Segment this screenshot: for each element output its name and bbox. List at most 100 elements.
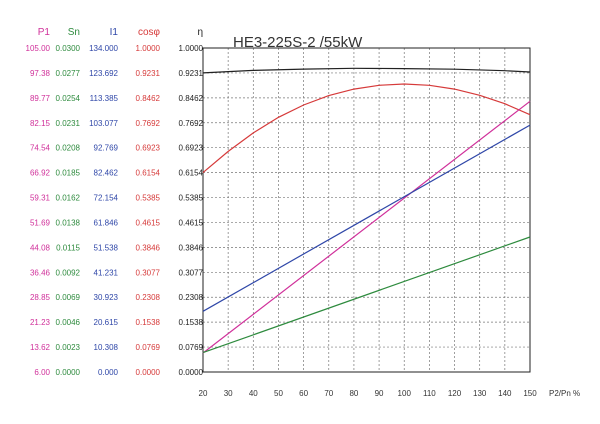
- y-tick-label: 21.23: [30, 318, 51, 327]
- y-tick-label: 0.0023: [56, 343, 81, 352]
- series-line-I1: [202, 124, 531, 312]
- y-tick-label: 0.0231: [56, 119, 81, 128]
- y-tick-label: 105.00: [26, 44, 51, 53]
- y-tick-label: 82.462: [94, 169, 119, 178]
- y-tick-label: 36.46: [30, 268, 51, 277]
- y-tick-label: 0.0769: [136, 343, 161, 352]
- y-tick-label: 1.0000: [179, 44, 204, 53]
- y-tick-label: 0.7692: [179, 119, 204, 128]
- y-tick-label: 0.0300: [56, 44, 81, 53]
- x-axis-label: P2/Pn %: [549, 389, 580, 398]
- chart-title: HE3-225S-2 /55kW: [233, 34, 363, 51]
- axis-header-4: η: [197, 27, 203, 38]
- y-tick-label: 0.6154: [136, 169, 161, 178]
- x-tick-label: 60: [299, 389, 308, 398]
- y-tick-label: 0.3077: [136, 268, 161, 277]
- x-tick-label: 50: [274, 389, 283, 398]
- y-tick-label: 0.2308: [136, 293, 161, 302]
- y-tick-label: 0.7692: [136, 119, 161, 128]
- y-tick-label: 0.6154: [179, 169, 204, 178]
- y-tick-label: 0.1538: [179, 318, 204, 327]
- x-tick-label: 120: [448, 389, 462, 398]
- y-tick-label: 10.308: [94, 343, 119, 352]
- x-tick-label: 100: [398, 389, 412, 398]
- y-tick-label: 51.69: [30, 218, 51, 227]
- axis-header-2: I1: [110, 27, 119, 38]
- y-tick-label: 0.5385: [136, 194, 161, 203]
- y-tick-label: 97.38: [30, 69, 51, 78]
- x-tick-label: 40: [249, 389, 258, 398]
- y-tick-label: 61.846: [94, 218, 119, 227]
- x-tick-label: 80: [349, 389, 358, 398]
- y-tick-label: 41.231: [94, 268, 119, 277]
- y-tick-label: 0.0162: [56, 194, 81, 203]
- y-tick-label: 82.15: [30, 119, 51, 128]
- series-line-P1: [202, 100, 531, 354]
- y-tick-label: 0.2308: [179, 293, 204, 302]
- y-tick-label: 0.0769: [179, 343, 204, 352]
- y-tick-label: 44.08: [30, 243, 51, 252]
- y-tick-label: 0.0092: [56, 268, 81, 277]
- y-tick-label: 0.0254: [56, 94, 81, 103]
- grid-lines: [203, 48, 530, 372]
- y-tick-label: 0.0277: [56, 69, 81, 78]
- y-tick-label: 0.0208: [56, 144, 81, 153]
- y-tick-label: 1.0000: [136, 44, 161, 53]
- y-tick-label: 0.4615: [136, 218, 161, 227]
- y-tick-label: 0.4615: [179, 218, 204, 227]
- y-tick-label: 0.1538: [136, 318, 161, 327]
- y-tick-label: 13.62: [30, 343, 51, 352]
- y-tick-label: 0.3077: [179, 268, 204, 277]
- y-tick-label: 103.077: [89, 119, 118, 128]
- y-tick-label: 51.538: [94, 243, 119, 252]
- y-tick-label: 0.9231: [179, 69, 204, 78]
- y-tick-label: 0.0138: [56, 218, 81, 227]
- x-tick-label: 130: [473, 389, 487, 398]
- y-tick-label: 0.8462: [179, 94, 204, 103]
- series-group: [202, 67, 531, 354]
- y-tick-label: 0.6923: [179, 144, 204, 153]
- x-tick-label: 20: [199, 389, 208, 398]
- y-tick-label: 0.0000: [179, 368, 204, 377]
- y-tick-label: 20.615: [94, 318, 119, 327]
- y-tick-label: 0.6923: [136, 144, 161, 153]
- y-tick-label: 74.54: [30, 144, 51, 153]
- y-tick-label: 0.0046: [56, 318, 81, 327]
- y-tick-label: 59.31: [30, 194, 51, 203]
- series-line-Sn: [202, 236, 531, 354]
- y-tick-label: 89.77: [30, 94, 51, 103]
- y-tick-label: 123.692: [89, 69, 118, 78]
- y-tick-label: 0.3846: [179, 243, 204, 252]
- y-tick-label: 0.0000: [56, 368, 81, 377]
- y-tick-label: 0.0185: [56, 169, 81, 178]
- y-tick-label: 0.0069: [56, 293, 81, 302]
- series-line-cosφ: [202, 83, 531, 174]
- x-tick-label: 70: [324, 389, 333, 398]
- y-tick-label: 28.85: [30, 293, 51, 302]
- x-tick-label: 150: [523, 389, 537, 398]
- y-tick-label: 113.385: [90, 94, 119, 103]
- y-tick-label: 0.0000: [136, 368, 161, 377]
- y-tick-label: 72.154: [94, 194, 119, 203]
- axis-header-0: P1: [38, 27, 51, 38]
- y-tick-label: 134.000: [89, 44, 118, 53]
- y-tick-label: 30.923: [94, 293, 119, 302]
- y-tick-label: 0.0115: [56, 243, 80, 252]
- series-line-η: [202, 67, 531, 74]
- y-tick-label: 0.3846: [136, 243, 161, 252]
- y-tick-label: 0.9231: [136, 69, 161, 78]
- y-tick-labels: 105.00 97.38 89.77 82.15 74.54 66.92 59.31 51.6…: [26, 44, 204, 377]
- y-tick-label: 0.5385: [179, 194, 204, 203]
- plot-frame: [202, 47, 531, 373]
- y-tick-label: 0.8462: [136, 94, 161, 103]
- y-tick-label: 0.000: [98, 368, 119, 377]
- axis-header-3: cosφ: [138, 27, 161, 38]
- x-tick-label: 110: [423, 389, 436, 398]
- y-tick-label: 66.92: [30, 169, 51, 178]
- axis-column-headers: P1 Sn I1 cosφ η: [38, 27, 203, 38]
- x-tick-labels: 20 30 40 50 60 70 80 90 100 110 120 130 140 150: [199, 389, 538, 398]
- axis-header-1: Sn: [68, 27, 80, 38]
- x-tick-label: 140: [498, 389, 512, 398]
- x-tick-label: 90: [375, 389, 384, 398]
